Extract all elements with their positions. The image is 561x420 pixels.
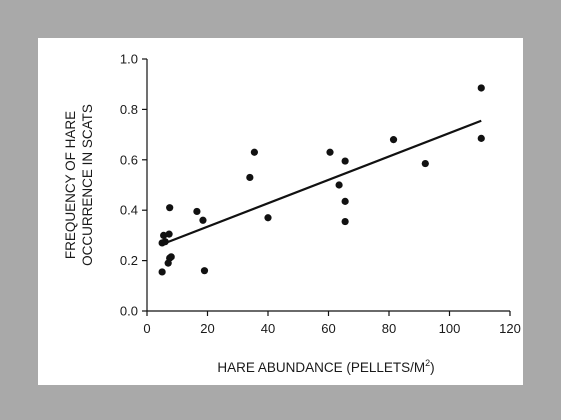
data-point (341, 217, 349, 226)
x-tick-label: 60 (321, 321, 335, 336)
data-point (326, 148, 334, 156)
y-axis-label-line2: OCCURRENCE IN SCATS (80, 104, 95, 266)
x-tick-label: 0 (143, 321, 150, 336)
data-point (335, 181, 343, 189)
x-tick-label: 20 (200, 321, 214, 336)
data-point (193, 207, 201, 216)
data-point (166, 204, 174, 212)
y-tick-label: 0.4 (120, 203, 138, 218)
data-point (199, 216, 207, 224)
data-point (246, 173, 254, 182)
y-tick-label: 0.6 (120, 152, 138, 167)
axes (146, 59, 510, 312)
y-tick-label: 0.2 (120, 253, 138, 268)
x-axis-label-main: HARE ABUNDANCE (PELLETS/M (217, 360, 425, 375)
y-axis-label-line1: FREQUENCY OF HARE (63, 111, 78, 259)
data-point (264, 214, 272, 222)
data-point (477, 84, 485, 92)
ticks: 0 20 40 60 80 100 120 0.0 0.2 0.4 0.6 0.8 1.0 (120, 52, 521, 337)
data-point (158, 268, 166, 276)
data-point (341, 157, 349, 165)
x-tick-label: 100 (439, 321, 461, 336)
x-tick-label: 120 (499, 321, 521, 336)
data-point (160, 231, 168, 239)
chart-panel (38, 38, 523, 385)
data-point (477, 134, 485, 142)
x-axis-label-suffix: ) (430, 360, 435, 375)
x-axis-label-superscript: 2 (425, 358, 430, 368)
data-point (250, 148, 258, 156)
y-tick-label: 1.0 (120, 52, 138, 67)
data-points (158, 84, 485, 276)
data-point (421, 159, 429, 168)
y-tick-label: 0.0 (120, 304, 138, 319)
data-point (167, 253, 175, 261)
x-tick-label: 80 (382, 321, 396, 336)
data-point (389, 136, 398, 144)
data-point (341, 197, 349, 205)
data-point (165, 230, 173, 238)
x-axis-label: HARE ABUNDANCE (PELLETS/M2) (217, 358, 434, 375)
x-tick-label: 40 (261, 321, 275, 336)
data-point (200, 267, 209, 275)
y-tick-label: 0.8 (120, 102, 138, 117)
trend-line (161, 119, 482, 246)
